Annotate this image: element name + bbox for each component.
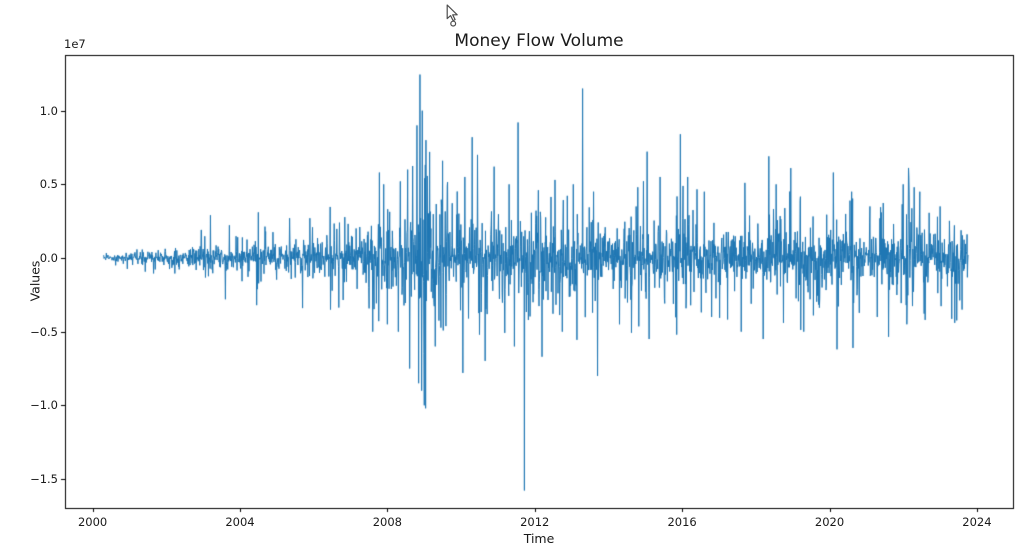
y-tick-label: 0.5 xyxy=(39,177,58,192)
y-tick-label: −1.0 xyxy=(30,398,58,413)
y-tick-label: −0.5 xyxy=(30,324,58,339)
y-axis-offset-label: 1e7 xyxy=(64,37,86,51)
x-tick-label: 2024 xyxy=(962,515,992,529)
x-tick-label: 2004 xyxy=(225,515,255,529)
y-axis-label: Values xyxy=(27,260,43,302)
mouse-cursor-icon xyxy=(446,4,458,27)
y-tick-label: 1.0 xyxy=(39,103,58,118)
x-axis-label: Time xyxy=(523,531,555,546)
x-tick-label: 2012 xyxy=(520,515,550,529)
y-tick-label: −1.5 xyxy=(30,471,58,486)
x-tick-label: 2008 xyxy=(372,515,403,529)
chart-title: Money Flow Volume xyxy=(454,31,624,51)
x-tick-label: 2000 xyxy=(77,515,108,529)
y-tick-label: 0.0 xyxy=(39,251,58,265)
x-tick-label: 2020 xyxy=(814,515,845,529)
x-tick-label: 2016 xyxy=(667,515,697,529)
